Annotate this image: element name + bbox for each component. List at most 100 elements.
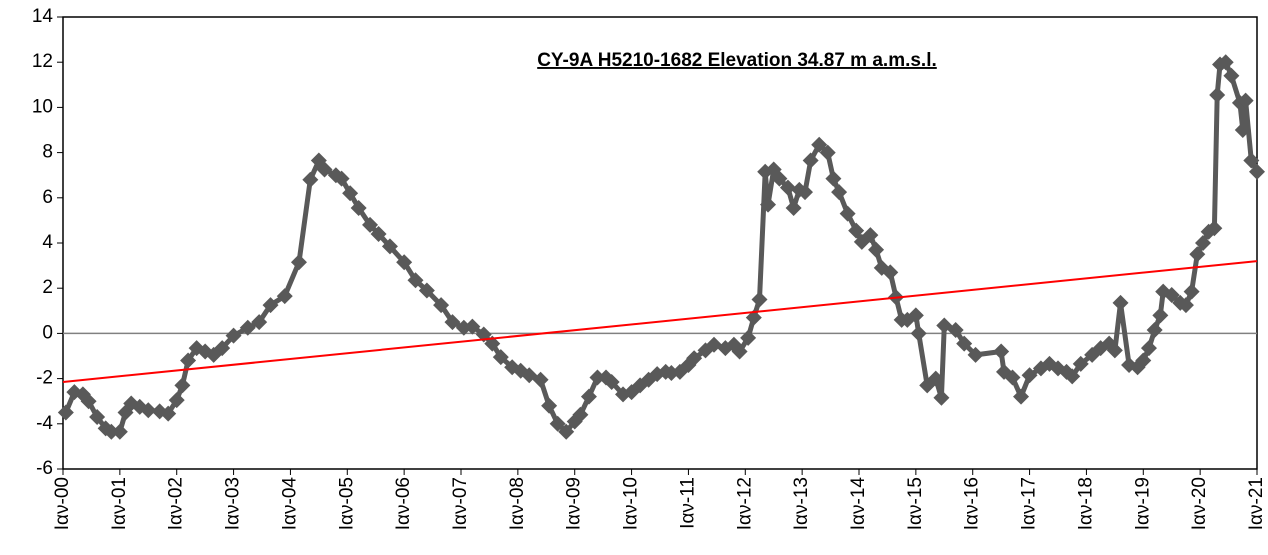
point-marker xyxy=(160,405,177,422)
point-marker xyxy=(168,392,185,409)
point-marker xyxy=(731,343,748,360)
point-marker xyxy=(1177,297,1194,314)
y-tick-label: 6 xyxy=(42,187,53,208)
point-marker xyxy=(541,397,558,414)
point-marker xyxy=(302,171,319,188)
x-tick-label: Ιαν-09 xyxy=(564,477,585,530)
point-marker xyxy=(1112,294,1129,311)
point-marker xyxy=(839,205,856,222)
point-marker xyxy=(1237,92,1254,109)
point-marker xyxy=(1152,307,1169,324)
point-marker xyxy=(1217,54,1234,71)
x-tick-label: Ιαν-21 xyxy=(1246,477,1267,530)
point-marker xyxy=(1163,286,1180,303)
point-marker xyxy=(1249,163,1265,180)
point-marker xyxy=(802,152,819,169)
x-tick-label: Ιαν-15 xyxy=(905,477,926,530)
point-marker xyxy=(745,309,762,326)
point-marker xyxy=(174,377,191,394)
point-marker xyxy=(239,319,256,336)
point-marker xyxy=(1183,283,1200,300)
point-marker xyxy=(1064,368,1081,385)
point-marker xyxy=(910,325,927,342)
point-marker xyxy=(1206,220,1223,237)
x-tick-label: Ιαν-00 xyxy=(52,477,73,530)
point-marker xyxy=(464,318,481,335)
point-marker xyxy=(740,329,757,346)
x-tick-label: Ιαν-06 xyxy=(393,477,414,530)
point-marker xyxy=(225,327,242,344)
x-tick-label: Ιαν-01 xyxy=(109,477,130,530)
x-tick-label: Ιαν-08 xyxy=(507,477,528,530)
point-marker xyxy=(1234,122,1251,138)
point-marker xyxy=(492,349,509,366)
point-marker xyxy=(819,144,836,161)
x-tick-label: Ιαν-12 xyxy=(734,477,755,530)
point-marker xyxy=(831,184,848,201)
x-tick-label: Ιαν-11 xyxy=(677,477,698,529)
point-marker xyxy=(1135,352,1152,369)
x-tick-label: Ιαν-07 xyxy=(450,477,471,530)
point-marker xyxy=(342,185,359,202)
x-tick-label: Ιαν-10 xyxy=(621,477,642,530)
point-marker xyxy=(214,340,231,357)
point-marker xyxy=(1194,235,1211,251)
x-tick-label: Ιαν-05 xyxy=(336,477,357,530)
point-marker xyxy=(276,288,293,305)
y-tick-label: 2 xyxy=(42,277,53,298)
point-marker xyxy=(993,343,1010,360)
point-marker xyxy=(251,314,268,331)
point-marker xyxy=(947,322,964,339)
x-tick-label: Ιαν-03 xyxy=(223,477,244,530)
point-marker xyxy=(362,216,379,233)
point-marker xyxy=(848,222,865,239)
point-marker xyxy=(1223,67,1240,84)
point-marker xyxy=(370,225,387,242)
point-marker xyxy=(140,402,157,419)
point-marker xyxy=(580,388,597,405)
point-marker xyxy=(407,272,424,289)
point-marker xyxy=(290,254,307,271)
point-marker xyxy=(418,282,435,299)
point-marker xyxy=(779,179,796,196)
point-marker xyxy=(80,393,97,410)
point-marker xyxy=(103,423,120,440)
point-marker xyxy=(907,307,924,324)
y-tick-label: 0 xyxy=(42,322,53,343)
point-marker xyxy=(1013,388,1030,405)
point-marker xyxy=(1140,340,1157,357)
point-marker xyxy=(549,415,566,432)
point-marker xyxy=(927,370,944,387)
point-marker xyxy=(381,238,398,255)
point-marker xyxy=(956,335,973,352)
x-tick-label: Ιαν-19 xyxy=(1132,477,1153,530)
point-marker xyxy=(862,227,879,244)
point-marker xyxy=(572,406,589,423)
point-marker xyxy=(57,404,74,421)
point-marker xyxy=(558,423,575,440)
plot-area xyxy=(62,16,1258,470)
point-marker xyxy=(1209,86,1226,103)
point-marker xyxy=(433,297,450,314)
series-line xyxy=(62,260,1258,383)
y-tick-label: -6 xyxy=(36,458,53,479)
point-marker xyxy=(1189,246,1206,263)
point-marker xyxy=(589,369,606,386)
point-marker xyxy=(396,254,413,271)
point-marker xyxy=(89,409,106,426)
point-marker xyxy=(825,170,842,187)
point-marker xyxy=(811,136,828,153)
point-marker xyxy=(444,314,461,331)
point-marker xyxy=(771,170,788,187)
x-tick-label: Ιαν-14 xyxy=(848,477,869,531)
point-marker xyxy=(316,161,333,178)
point-marker xyxy=(262,297,279,314)
point-marker xyxy=(868,241,885,258)
point-marker xyxy=(796,184,813,201)
point-marker xyxy=(967,346,984,363)
point-marker xyxy=(350,199,367,216)
point-marker xyxy=(1146,322,1163,339)
y-tick-label: 8 xyxy=(42,142,53,163)
y-tick-label: 10 xyxy=(32,96,53,117)
x-tick-label: Ιαν-20 xyxy=(1189,477,1210,530)
